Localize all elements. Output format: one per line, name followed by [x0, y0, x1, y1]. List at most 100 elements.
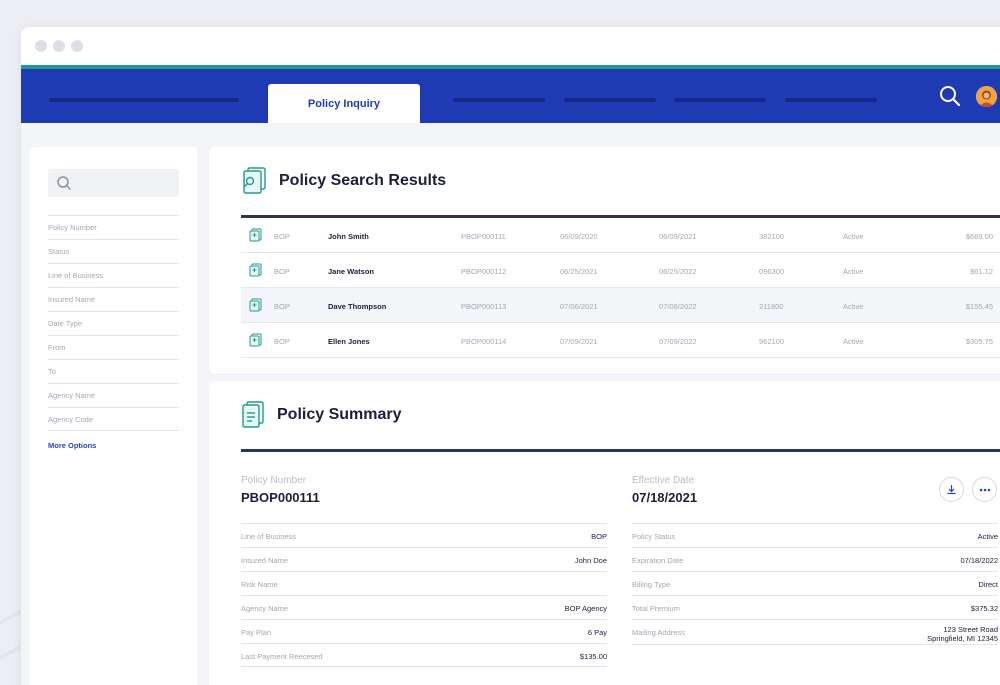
- policy-doc-icon: [249, 263, 262, 277]
- policy-doc-icon: [249, 298, 262, 312]
- table-row[interactable]: BOP Dave Thompson PBOP000113 07/06/2021 …: [241, 288, 1000, 323]
- document-icon: [242, 401, 264, 428]
- window-dot[interactable]: [35, 40, 47, 52]
- cell-end-date: 06/25/2022: [659, 267, 697, 276]
- browser-window: Policy Inquiry Policy Number Status: [21, 27, 1000, 685]
- field-billing-type: Billing Type Direct: [632, 571, 998, 595]
- filter-agency-code[interactable]: Agency Code: [48, 407, 179, 431]
- cell-start-date: 07/06/2021: [560, 302, 598, 311]
- more-horizontal-icon: [979, 488, 990, 491]
- header-rule: [241, 449, 1000, 452]
- nav-item-placeholder[interactable]: [564, 98, 656, 102]
- table-row[interactable]: BOP John Smith PBOP000111 06/09/2020 06/…: [241, 218, 1000, 253]
- cell-premium: $669.00: [965, 232, 993, 241]
- filter-policy-number[interactable]: Policy Number: [48, 215, 179, 239]
- window-dot[interactable]: [71, 40, 83, 52]
- cell-start-date: 06/09/2020: [560, 232, 598, 241]
- effective-date-label: Effective Date: [632, 475, 695, 486]
- top-nav: Policy Inquiry: [21, 69, 1000, 123]
- summary-title: Policy Summary: [277, 406, 402, 423]
- filter-date-type[interactable]: Date Type: [48, 311, 179, 335]
- cell-lob: BOP: [274, 232, 290, 241]
- cell-end-date: 07/09/2022: [659, 337, 697, 346]
- filter-line-of-business[interactable]: Line of Business: [48, 263, 179, 287]
- more-actions-button[interactable]: [972, 477, 997, 502]
- cell-policy: PBOP000112: [461, 267, 507, 276]
- cell-code: 211800: [759, 302, 784, 311]
- policy-search-results-card: Policy Search Results BOP John Smith PBO…: [209, 147, 1000, 373]
- cell-policy: PBOP000114: [461, 337, 507, 346]
- download-button[interactable]: [939, 477, 964, 502]
- policy-doc-icon: [249, 228, 262, 242]
- filter-to[interactable]: To: [48, 359, 179, 383]
- header-rule: [241, 215, 1000, 218]
- cell-status: Active: [843, 302, 864, 311]
- tab-policy-inquiry[interactable]: Policy Inquiry: [268, 84, 420, 123]
- cell-status: Active: [843, 337, 864, 346]
- filter-insured-name[interactable]: Insured Name: [48, 287, 179, 311]
- cell-code: 096300: [759, 267, 785, 276]
- card-header: Policy Search Results: [209, 147, 1000, 215]
- search-icon: [57, 176, 71, 190]
- field-line-of-business: Line of Business BOP: [241, 523, 607, 547]
- field-mailing-address: Mailing Address 123 Street Road Springfie…: [632, 619, 998, 645]
- cell-lob: BOP: [274, 267, 290, 276]
- cell-end-date: 06/09/2021: [659, 232, 697, 241]
- avatar[interactable]: [976, 86, 997, 107]
- cell-status: Active: [843, 232, 864, 241]
- filter-sidebar: Policy Number Status Line of Business In…: [30, 147, 197, 685]
- field-agency-name: Agency Name BOP Agency: [241, 595, 607, 619]
- field-policy-status: Policy Status Active: [632, 523, 998, 547]
- field-total-premium: Total Premium $375.32: [632, 595, 998, 619]
- results-title: Policy Search Results: [279, 172, 447, 189]
- search-input[interactable]: [48, 169, 179, 197]
- nav-item-placeholder[interactable]: [453, 98, 545, 102]
- cell-end-date: 07/06/2022: [659, 302, 697, 311]
- cell-start-date: 06/25/2021: [560, 267, 598, 276]
- more-options-link[interactable]: More Options: [48, 441, 97, 450]
- window-titlebar: [21, 27, 1000, 65]
- mailing-line1: 123 Street Road: [943, 625, 998, 634]
- cell-premium: $305.75: [965, 337, 993, 346]
- field-insured-name: Insured Name John Doe: [241, 547, 607, 571]
- documents-search-icon: [243, 167, 266, 194]
- search-icon[interactable]: [939, 85, 961, 107]
- field-pay-plan: Pay Plan 6 Pay: [241, 619, 607, 643]
- cell-name: Ellen Jones: [328, 337, 370, 346]
- cell-status: Active: [843, 267, 864, 276]
- user-avatar-icon: [976, 86, 997, 107]
- policy-doc-icon: [249, 333, 262, 347]
- filter-status[interactable]: Status: [48, 239, 179, 263]
- policy-number-value: PBOP000111: [241, 490, 320, 505]
- field-expiration-date: Expiration Date 07/18/2022: [632, 547, 998, 571]
- cell-lob: BOP: [274, 302, 290, 311]
- nav-item-placeholder[interactable]: [674, 98, 766, 102]
- cell-policy: PBOP000113: [461, 302, 507, 311]
- filter-agency-name[interactable]: Agency Name: [48, 383, 179, 407]
- cell-name: Jane Watson: [328, 267, 374, 276]
- window-dot[interactable]: [53, 40, 65, 52]
- accent-bar: [21, 65, 1000, 69]
- table-row[interactable]: BOP Ellen Jones PBOP000114 07/09/2021 07…: [241, 323, 1000, 358]
- cell-lob: BOP: [274, 337, 290, 346]
- cell-code: 382100: [759, 232, 785, 241]
- table-row[interactable]: BOP Jane Watson PBOP000112 06/25/2021 06…: [241, 253, 1000, 288]
- policy-number-label: Policy Number: [241, 475, 307, 486]
- download-icon: [947, 485, 956, 495]
- card-header: Policy Summary: [209, 381, 1000, 449]
- filter-from[interactable]: From: [48, 335, 179, 359]
- cell-start-date: 07/09/2021: [560, 337, 598, 346]
- mailing-line2: Springfield, MI 12345: [927, 634, 998, 643]
- cell-policy: PBOP000111: [461, 232, 506, 241]
- cell-premium: $155.45: [965, 302, 993, 311]
- nav-item-placeholder[interactable]: [49, 98, 239, 102]
- cell-name: John Smith: [328, 232, 369, 241]
- field-risk-name: Risk Name: [241, 571, 607, 595]
- cell-name: Dave Thompson: [328, 302, 387, 311]
- cell-code: 962100: [759, 337, 785, 346]
- tab-label: Policy Inquiry: [307, 97, 381, 110]
- summary-left-column: Policy Number PBOP000111 Line of Busines…: [241, 475, 607, 667]
- cell-premium: $61.12: [970, 267, 993, 276]
- nav-item-placeholder[interactable]: [785, 98, 877, 102]
- summary-right-column: Effective Date 07/18/2021 Policy Status A…: [632, 475, 998, 645]
